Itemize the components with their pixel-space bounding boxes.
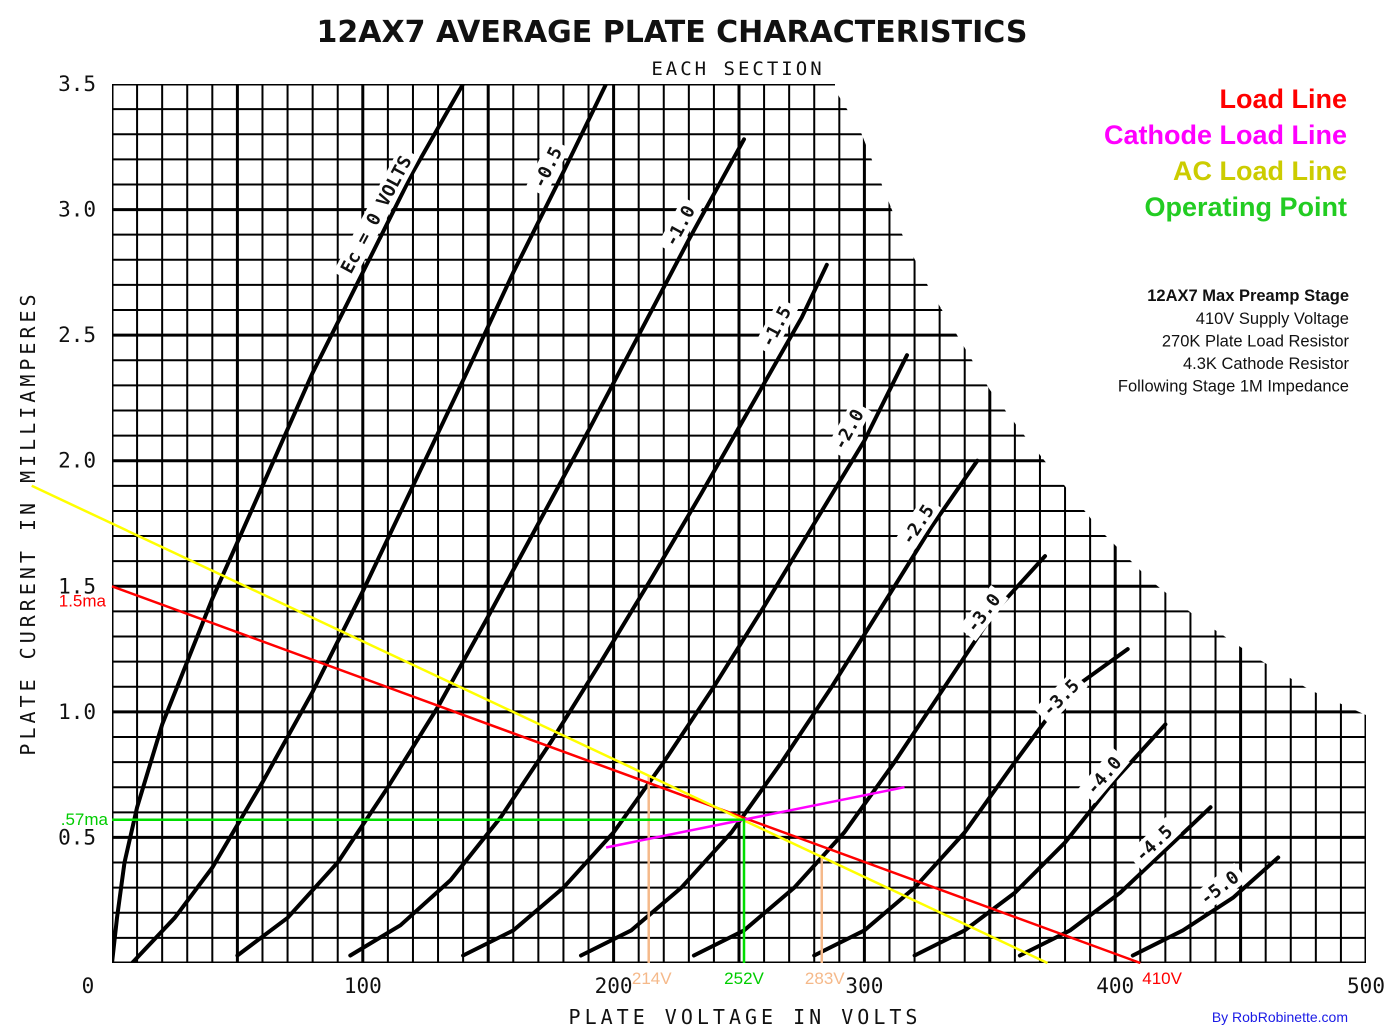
curve-ec-neg0p5 (130, 84, 609, 963)
curve-ec-neg4p5 (1017, 805, 1213, 958)
info-line: 270K Plate Load Resistor (1162, 333, 1350, 351)
info-line: 4.3K Cathode Resistor (1183, 355, 1350, 373)
y-tick-label: 1.0 (58, 700, 96, 724)
operating-point (112, 818, 746, 963)
curve-ec-neg1p5 (348, 262, 829, 958)
y-tick-label: 3.5 (58, 72, 96, 96)
grid-voltage-curves (112, 84, 1281, 963)
load-lines (31, 484, 1141, 965)
y-tick-label: 1.5 (58, 574, 96, 598)
legend-entry: Load Line (1220, 84, 1348, 114)
y-tick-label: 2.5 (58, 323, 96, 347)
load-line (111, 585, 1141, 965)
x-tick-label: 400 (1096, 974, 1134, 998)
curve-label-bg (893, 496, 942, 554)
swing-voltage-label: 214V (632, 969, 672, 988)
load-line-current-label: 1.5ma (59, 591, 107, 610)
y-axis-label: PLATE CURRENT IN MILLIAMPERES (16, 290, 40, 755)
credit-text: By RobRobinette.com (1212, 1009, 1348, 1025)
y-tick-label: 0.5 (58, 825, 96, 849)
curve-ec-neg2 (461, 353, 909, 958)
curve-label-bg (1191, 862, 1248, 914)
x-tick-label: 300 (845, 974, 883, 998)
ac-load-line (31, 484, 1049, 965)
cathode-load-line (605, 785, 905, 849)
curve-label-bg (657, 196, 703, 255)
y-tick-label: 3.0 (58, 198, 96, 222)
legend-entry: AC Load Line (1173, 156, 1347, 186)
curve-label-bg (1034, 670, 1088, 725)
curve-label-bg (958, 584, 1009, 642)
curve-label-bg (333, 146, 420, 283)
curve-ec-neg1 (235, 137, 746, 958)
x-tick-label: 500 (1347, 974, 1385, 998)
curve-label-bg (825, 400, 872, 459)
y-tick-label: 2.0 (58, 449, 96, 473)
chart-subtitle: EACH SECTION (651, 58, 824, 80)
operating-voltage-label: 252V (724, 969, 764, 988)
operating-current-label: .57ma (61, 810, 109, 829)
x-tick-label: 200 (595, 974, 633, 998)
curve-label-bg (753, 297, 799, 356)
legend-entry: Operating Point (1145, 192, 1348, 222)
supply-voltage-label: 410V (1142, 969, 1182, 988)
info-box: 12AX7 Max Preamp Stage 410V Supply Voltag… (1118, 287, 1350, 396)
axis-ticks: 0 100 200 300 400 500 0.5 1.0 1.5 2.0 2.5 3.0 3.5 (58, 72, 1385, 998)
info-line: Following Stage 1M Impedance (1118, 378, 1349, 396)
x-tick-label: 100 (344, 974, 382, 998)
legend-entry: Cathode Load Line (1104, 120, 1347, 150)
swing-voltage-label: 283V (805, 969, 845, 988)
curve-ec-neg5 (1130, 855, 1281, 958)
x-axis-label: PLATE VOLTAGE IN VOLTS (569, 1005, 922, 1029)
info-title: 12AX7 Max Preamp Stage (1147, 287, 1349, 305)
chart-title: 12AX7 AVERAGE PLATE CHARACTERISTICS (317, 15, 1028, 50)
curve-ec-neg4 (912, 722, 1168, 958)
curve-label-bg (1078, 747, 1130, 804)
annotations: .57ma 252V 214V 283V 1.5ma 410V (59, 591, 1183, 988)
curve-label-bg (525, 138, 570, 197)
info-line: 410V Supply Voltage (1196, 310, 1349, 328)
x-tick-label: 0 (82, 974, 95, 998)
curve-ec-0 (112, 84, 466, 963)
legend: Load Line Cathode Load Line AC Load Line Op… (1104, 84, 1347, 222)
curve-label-bg (1126, 816, 1182, 871)
